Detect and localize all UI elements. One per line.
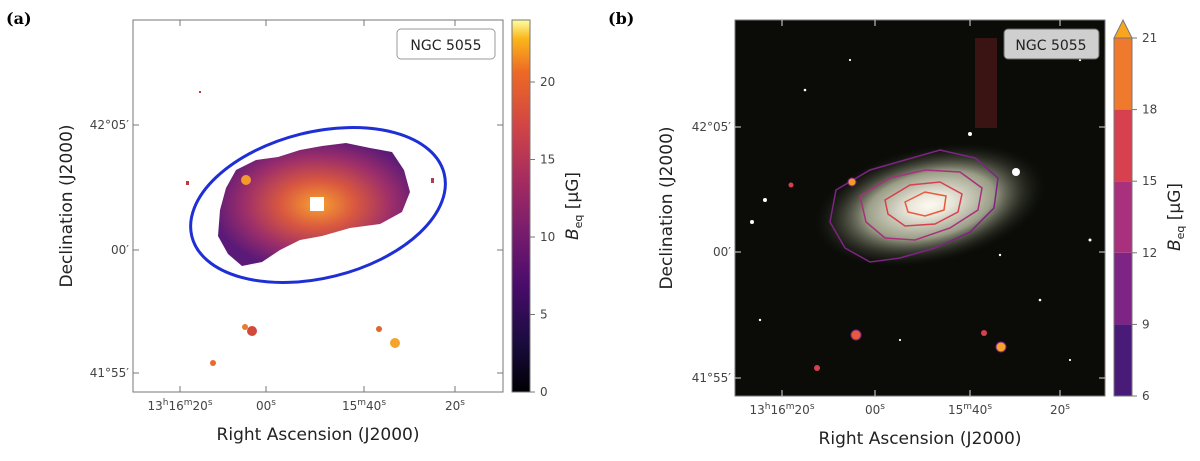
panel-b-ytick: 41°55′ [692, 371, 732, 385]
panel-a-galaxy-name: NGC 5055 [410, 38, 481, 54]
panel-b-colorbar-tick-label: 18 [1142, 103, 1157, 117]
panel-b-xtick: 00s [865, 402, 885, 417]
panel-a-xtick: 20s [445, 398, 465, 413]
panel-b-colorbar-label: Beq [μG] [1165, 183, 1187, 251]
panel-b-colorbar-tick-label: 12 [1142, 246, 1157, 260]
panel-a-source [376, 326, 382, 332]
panel-a-xtick: 13h16m20s [147, 398, 212, 413]
panel-b-colorbar-tick-label: 6 [1142, 389, 1150, 403]
panel-a-ticks [133, 20, 503, 392]
panel-b-source [981, 330, 987, 336]
panel-b: NGC 5055 13h16m20s 00s 15m40s 20s 42°05′… [657, 18, 1187, 449]
panel-b-colorbar-tick-label: 15 [1142, 174, 1157, 188]
panel-b-colorbar-level [1114, 181, 1132, 253]
panel-b-colorbar-level [1114, 109, 1132, 182]
panel-b-galaxy-name: NGC 5055 [1015, 38, 1086, 54]
panel-a: NGC 5055 13h16m20s 00s 15m40s 20s 42°05′… [57, 19, 585, 445]
panel-b-ylabel: Declination (J2000) [657, 126, 677, 289]
panel-a-map-knot [241, 175, 251, 185]
panel-a-badge [396, 28, 496, 60]
panel-b-colorbar-tick-label: 9 [1142, 317, 1150, 331]
panel-b-colorbar [1113, 37, 1133, 397]
panel-a-map-speck [186, 181, 189, 185]
panel-a-source [390, 338, 400, 348]
panel-b-source [847, 177, 857, 187]
panel-b-source [814, 365, 820, 371]
panel-b-source [995, 341, 1007, 353]
panel-b-colorbar-ticks: 6 9 12 15 18 21 [1132, 31, 1157, 403]
panel-a-colorbar-tick-label: 15 [540, 153, 555, 167]
panel-a-xtick: 00s [256, 398, 276, 413]
panel-b-colorbar-level [1114, 324, 1132, 396]
panel-a-colorbar-tick-label: 0 [540, 385, 548, 399]
panel-a-colorbar-tick-label: 5 [540, 308, 548, 322]
panel-b-source [850, 329, 862, 341]
panel-a-ytick: 41°55′ [90, 366, 130, 380]
panel-b-colorbar-level [1114, 38, 1132, 110]
panel-a-ytick: 42°05′ [90, 118, 130, 132]
panel-a-ylabel: Declination (J2000) [57, 124, 77, 287]
panel-a-ytick: 00′ [111, 243, 129, 257]
panel-b-label: (b) [608, 9, 634, 28]
panel-a-source [210, 360, 216, 366]
panel-b-colorbar-extend-arrow [1113, 18, 1133, 39]
panel-a-source [242, 324, 248, 330]
panel-a-ellipse [189, 126, 447, 284]
panel-a-map-hole [310, 197, 324, 211]
panel-a-source [247, 326, 257, 336]
panel-b-xlabel: Right Ascension (J2000) [819, 429, 1022, 449]
panel-a-label: (a) [6, 9, 32, 28]
panel-a-map-speck [199, 91, 201, 93]
panel-b-xtick: 13h16m20s [749, 402, 814, 417]
panel-a-colorbar [511, 19, 531, 393]
panel-b-ytick: 00′ [713, 245, 731, 259]
panel-a-xlabel: Right Ascension (J2000) [217, 425, 420, 445]
panel-b-badge [1003, 28, 1100, 60]
panel-b-colorbar-tick-label: 21 [1142, 31, 1157, 45]
panel-b-xtick: 20s [1050, 402, 1070, 417]
panel-a-xtick: 15m40s [342, 398, 386, 413]
panel-a-colorbar-ticks: 0 5 10 15 20 [530, 75, 555, 399]
panel-b-ytick: 42°05′ [692, 120, 732, 134]
panel-b-colorbar-level [1114, 252, 1132, 325]
panel-b-frame [734, 19, 1106, 397]
panel-a-colorbar-tick-label: 20 [540, 75, 555, 89]
panel-b-xtick: 15m40s [948, 402, 992, 417]
panel-b-contours [829, 149, 999, 263]
panel-b-ticks [735, 20, 1105, 396]
panel-a-colorbar-tick-label: 10 [540, 230, 555, 244]
panel-b-optical-galaxy [813, 143, 1047, 267]
panel-b-source [788, 182, 794, 188]
panel-a-map-speck [431, 178, 434, 183]
panel-a-colorbar-label: Beq [μG] [563, 172, 585, 240]
panel-b-artifact [975, 38, 997, 128]
